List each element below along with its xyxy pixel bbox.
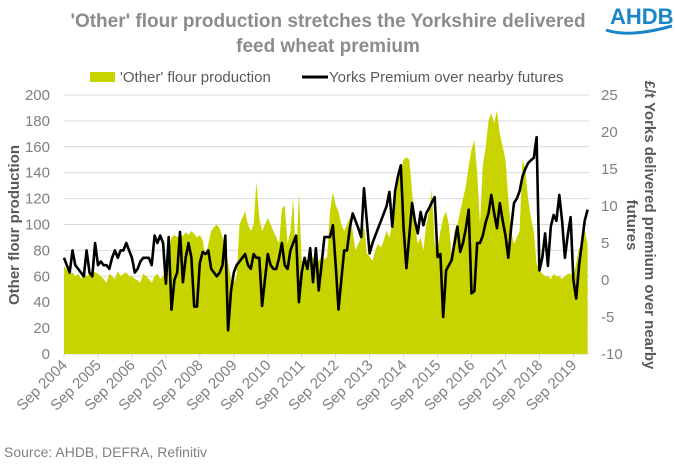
chart-title-line2: feed wheat premium (236, 36, 420, 57)
y2-tick-label: 0 (601, 272, 609, 289)
y-tick-label: 20 (33, 320, 50, 337)
legend-label-premium: Yorks Premium over nearby futures (329, 69, 564, 86)
y-tick-label: 100 (25, 217, 50, 234)
legend: 'Other' flour production Yorks Premium o… (90, 69, 564, 86)
y2-tick-label: -5 (601, 309, 614, 326)
y2-tick-label: -10 (601, 346, 623, 363)
y-tick-label: 0 (42, 346, 50, 363)
legend-label-flour: 'Other' flour production (120, 69, 271, 86)
y-tick-label: 120 (25, 191, 50, 208)
y2-tick-label: 5 (601, 235, 609, 252)
y-tick-label: 60 (33, 268, 50, 285)
chart-title-line1: 'Other' flour production stretches the Y… (70, 11, 585, 32)
y2-tick-label: 25 (601, 87, 618, 104)
premium-line (62, 135, 589, 332)
source-note: Source: AHDB, DEFRA, Refinitiv (4, 444, 207, 460)
y2-axis-title-line2: futures (623, 200, 640, 251)
y-tick-label: 80 (33, 242, 50, 259)
logo-text: AHDB (610, 4, 674, 29)
ahdb-logo: AHDB (605, 4, 674, 35)
y2-tick-label: 20 (601, 124, 618, 141)
y-tick-label: 140 (25, 165, 50, 182)
y2-tick-label: 15 (601, 161, 618, 178)
y-tick-label: 40 (33, 294, 50, 311)
y-tick-label: 160 (25, 139, 50, 156)
logo-swoosh-icon (605, 24, 673, 35)
y-tick-label: 180 (25, 113, 50, 130)
y-axis-title: Other flour production (6, 145, 23, 305)
y2-axis-title-line1: £/t Yorks delivered premium over nearby (641, 81, 658, 370)
flour-area (64, 110, 588, 354)
y2-tick-label: 10 (601, 198, 618, 215)
legend-swatch-flour (90, 72, 115, 82)
y-tick-label: 200 (25, 87, 50, 104)
